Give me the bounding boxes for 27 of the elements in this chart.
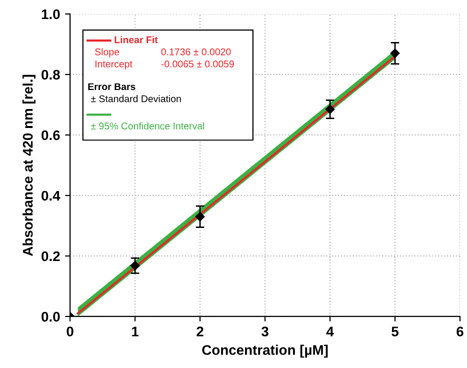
x-tick-label: 6: [456, 326, 464, 336]
annotation: Intercept: [96, 60, 132, 70]
y-tick-label: 0.4: [42, 190, 60, 201]
x-tick-label: 5: [392, 326, 398, 336]
y-tick-label: 0.8: [42, 70, 60, 80]
annotation: Error Bars: [88, 83, 136, 90]
y-axis-title: Absorbance at 420 nm [rel.]: [22, 74, 36, 256]
annotation: -0.0065 ± 0.0059: [161, 60, 234, 68]
x-tick-label: 3: [261, 326, 268, 336]
point: [130, 261, 140, 270]
annotation: ± Standard Deviation: [91, 95, 181, 102]
point: [325, 104, 335, 114]
legend-label: Linear Fit: [114, 36, 158, 44]
y-tick-label: 0.6: [42, 130, 60, 140]
y-tick-label: 0.0: [42, 312, 60, 322]
x-tick-label: 4: [326, 326, 334, 336]
point: [195, 212, 205, 222]
x-tick-label: 0: [66, 326, 74, 336]
x-tick-label: 1: [132, 326, 139, 336]
point: [390, 48, 400, 58]
x-axis-title: Concentration [µM]: [202, 344, 328, 358]
y-tick-label: 1.0: [42, 9, 60, 20]
annotation: Slope: [95, 48, 120, 58]
x-tick-label: 2: [196, 326, 204, 336]
annotation: ± 95% Confidence Interval: [91, 122, 204, 130]
y-tick-label: 0.2: [42, 251, 60, 262]
annotation: 0.1736 ± 0.0020: [161, 48, 231, 56]
